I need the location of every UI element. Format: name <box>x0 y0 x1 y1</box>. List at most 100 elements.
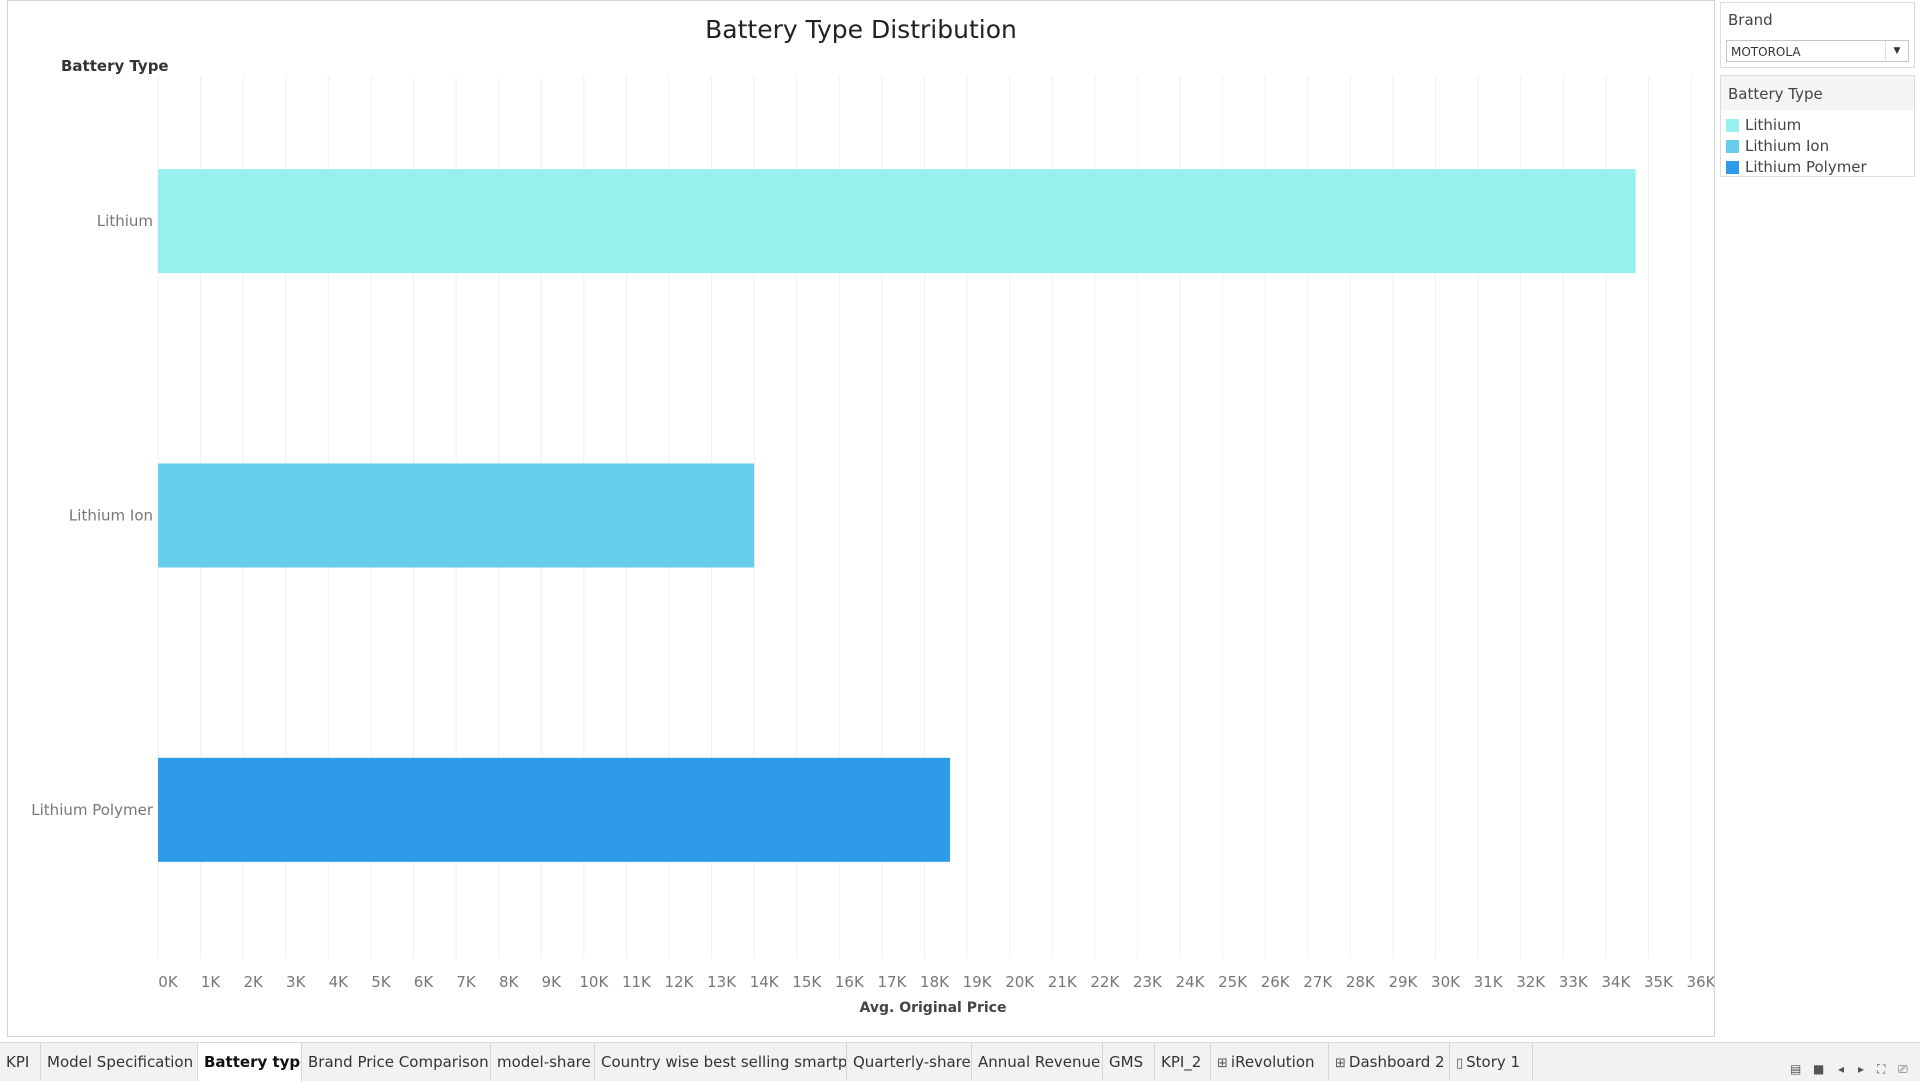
y-category-label: Lithium Ion <box>69 507 153 525</box>
x-tick-label: 19K <box>963 973 993 991</box>
x-tick-label: 30K <box>1431 973 1461 991</box>
x-tick-label: 10K <box>579 973 609 991</box>
bar-lithium-polymer[interactable] <box>158 757 951 862</box>
filmstrip-icon[interactable]: ■ <box>1813 1062 1825 1076</box>
x-tick-label: 24K <box>1176 973 1206 991</box>
prev-sheet-icon[interactable]: ◂ <box>1838 1062 1845 1076</box>
brand-dropdown-value: MOTOROLA <box>1731 45 1801 59</box>
chevron-down-icon[interactable]: ▼ <box>1885 41 1908 61</box>
x-tick-label: 8K <box>499 973 520 991</box>
brand-filter-card: Brand MOTOROLA ▼ <box>1720 2 1915 68</box>
legend-swatch <box>1726 118 1739 132</box>
tab-label: GMS <box>1109 1053 1144 1071</box>
x-tick-label: 16K <box>835 973 865 991</box>
tab-label: Dashboard 2 <box>1348 1053 1445 1071</box>
legend-swatch <box>1726 160 1739 174</box>
x-tick-label: 26K <box>1261 973 1291 991</box>
battery-type-legend: Battery Type Lithium Lithium Ion Lithium P… <box>1720 75 1915 177</box>
x-tick-label: 32K <box>1516 973 1546 991</box>
tab-battery-type[interactable]: Battery type <box>198 1043 302 1082</box>
x-tick-label: 36K <box>1687 973 1714 991</box>
next-sheet-icon[interactable]: ▸ <box>1858 1062 1865 1076</box>
tab-country-wise-best-selling-smartp[interactable]: Country wise best selling smartp... <box>595 1043 847 1081</box>
chart-panel: Battery Type Distribution Battery Type 0… <box>7 0 1715 1037</box>
x-tick-label: 5K <box>371 973 392 991</box>
tab-label: Model Specification <box>47 1053 194 1071</box>
legend-label: Lithium Ion <box>1745 137 1830 155</box>
x-tick-label: 15K <box>792 973 822 991</box>
x-tick-label: 18K <box>920 973 950 991</box>
tab-label: Country wise best selling smartp... <box>601 1053 847 1071</box>
x-tick-label: 27K <box>1303 973 1333 991</box>
legend-item[interactable]: Lithium <box>1726 116 1801 134</box>
x-tick-label: 11K <box>622 973 652 991</box>
x-tick-label: 28K <box>1346 973 1376 991</box>
bar-lithium-ion[interactable] <box>158 463 755 568</box>
x-tick-label: 23K <box>1133 973 1163 991</box>
x-tick-label: 17K <box>877 973 907 991</box>
y-axis-header: Battery Type <box>61 57 169 75</box>
x-tick-label: 7K <box>456 973 477 991</box>
x-tick-label: 3K <box>286 973 307 991</box>
brand-dropdown[interactable]: MOTOROLA ▼ <box>1726 40 1909 62</box>
tab-irevolution[interactable]: ⊞ iRevolution <box>1211 1043 1329 1081</box>
tab-label: Quarterly-share <box>853 1053 971 1071</box>
tab-model-share[interactable]: model-share <box>491 1043 595 1081</box>
tab-kpi[interactable]: KPI <box>0 1043 41 1081</box>
tab-label: model-share <box>497 1053 591 1071</box>
y-category-label: Lithium Polymer <box>31 801 154 819</box>
tab-label: Story 1 <box>1466 1053 1521 1071</box>
x-tick-label: 13K <box>707 973 737 991</box>
x-axis-title: Avg. Original Price <box>859 1000 1007 1016</box>
legend-item[interactable]: Lithium Ion <box>1726 137 1829 155</box>
legend-label: Lithium Polymer <box>1745 158 1867 176</box>
tab-label: Battery type <box>204 1053 302 1071</box>
x-tick-label: 9K <box>542 973 563 991</box>
dashboard-icon: ⊞ <box>1335 1056 1346 1071</box>
tab-label: iRevolution <box>1230 1053 1315 1071</box>
tab-dashboard-2[interactable]: ⊞ Dashboard 2 <box>1329 1043 1450 1081</box>
x-tick-label: 35K <box>1644 973 1674 991</box>
tab-gms[interactable]: GMS <box>1103 1043 1155 1081</box>
tab-kpi-2[interactable]: KPI_2 <box>1155 1043 1211 1081</box>
chart-title: Battery Type Distribution <box>705 15 1017 44</box>
legend-header <box>1721 76 1914 110</box>
tab-label: Brand Price Comparison <box>308 1053 489 1071</box>
bar-chart: 0K 1K 2K 3K 4K 5K 6K 7K 8K 9K 10K 11K 12K 13K 14K 15K 16… <box>31 76 1714 991</box>
x-tick-label: 25K <box>1218 973 1248 991</box>
tab-label: Annual Revenue <box>978 1053 1101 1071</box>
x-tick-label: 34K <box>1601 973 1631 991</box>
brand-filter-title: Brand <box>1728 11 1773 29</box>
presentation-icon[interactable]: ⎚ <box>1898 1062 1908 1076</box>
tab-label: KPI <box>6 1053 30 1071</box>
x-tick-label: 33K <box>1559 973 1589 991</box>
grid-view-icon[interactable]: ▤ <box>1790 1062 1802 1076</box>
tab-annual-revenue[interactable]: Annual Revenue <box>972 1043 1103 1081</box>
x-tick-label: 0K <box>158 973 179 991</box>
tab-quarterly-share[interactable]: Quarterly-share <box>847 1043 972 1081</box>
x-tick-label: 31K <box>1474 973 1504 991</box>
tab-story-1[interactable]: ▯ Story 1 <box>1450 1043 1533 1081</box>
bar-lithium[interactable] <box>158 169 1636 274</box>
x-tick-label: 21K <box>1048 973 1078 991</box>
x-tick-label: 4K <box>329 973 350 991</box>
x-tick-label: 12K <box>665 973 695 991</box>
fullscreen-icon[interactable]: ⛶ <box>1877 1062 1886 1076</box>
legend-title: Battery Type <box>1728 85 1823 103</box>
x-tick-label: 1K <box>201 973 222 991</box>
x-tick-label: 2K <box>243 973 264 991</box>
sheet-tab-bar: KPI Model Specification Battery type Brand … <box>0 1042 1920 1082</box>
x-tick-label: 22K <box>1090 973 1120 991</box>
x-tick-label: 6K <box>414 973 435 991</box>
dashboard-icon: ⊞ <box>1217 1056 1228 1071</box>
legend-item[interactable]: Lithium Polymer <box>1726 158 1867 176</box>
x-tick-label: 14K <box>750 973 780 991</box>
story-icon: ▯ <box>1456 1056 1464 1071</box>
tab-brand-price-comparison[interactable]: Brand Price Comparison <box>302 1043 491 1081</box>
legend-swatch <box>1726 139 1739 153</box>
y-category-label: Lithium <box>97 212 153 230</box>
tab-label: KPI_2 <box>1161 1053 1202 1071</box>
x-tick-label: 29K <box>1388 973 1418 991</box>
legend-label: Lithium <box>1745 116 1802 134</box>
tab-model-specification[interactable]: Model Specification <box>41 1043 198 1081</box>
